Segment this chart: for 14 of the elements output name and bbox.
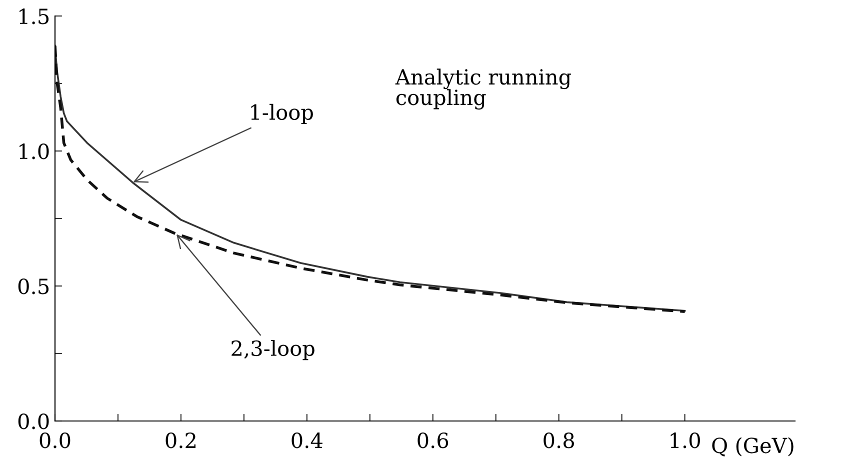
x-tick-label: 0.2 xyxy=(166,432,196,448)
x-axis-title: Q (GeV) xyxy=(712,437,794,456)
y-tick-label: 1.5 xyxy=(20,8,49,24)
y-tick-label: 1.0 xyxy=(20,143,49,160)
x-tick-label: 0.4 xyxy=(292,432,322,448)
y-tick-label: 0.0 xyxy=(18,413,49,430)
annotation: 1-loop xyxy=(251,104,313,124)
annotation: 2,3-loop xyxy=(232,340,314,360)
x-tick-label: 0.8 xyxy=(544,432,574,448)
x-tick-label: 0.0 xyxy=(40,432,70,448)
y-tick-label: 0.5 xyxy=(18,278,49,294)
x-tick-label: 1.0 xyxy=(670,432,700,448)
x-tick-label: 0.6 xyxy=(418,432,448,448)
annotation: Analytic running coupling xyxy=(395,68,572,110)
